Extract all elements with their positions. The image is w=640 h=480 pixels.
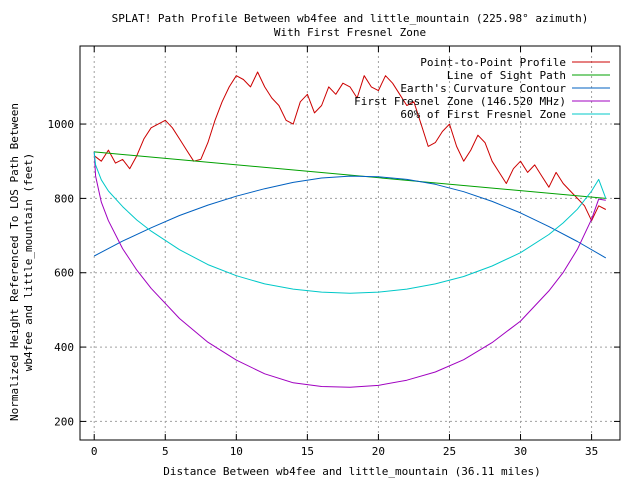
series-line-1 <box>93 71 607 222</box>
y-tick-label: 1000 <box>48 118 75 131</box>
x-tick-label: 25 <box>443 445 456 458</box>
x-tick-label: 5 <box>162 445 169 458</box>
series-line-5 <box>93 151 607 294</box>
grid-lines <box>80 46 620 440</box>
series-lines <box>93 71 607 388</box>
chart-title: SPLAT! Path Profile Between wb4fee and l… <box>112 12 589 25</box>
y-tick-label: 600 <box>54 267 74 280</box>
chart-subtitle: With First Fresnel Zone <box>274 26 426 39</box>
legend-label-4: First Fresnel Zone (146.520 MHz) <box>354 95 566 108</box>
x-tick-label: 30 <box>514 445 527 458</box>
series-line-2 <box>94 151 606 199</box>
legend-label-1: Point-to-Point Profile <box>420 56 566 69</box>
legend-label-2: Line of Sight Path <box>447 69 566 82</box>
x-axis-label: Distance Between wb4fee and little_mount… <box>163 465 541 478</box>
series-line-3 <box>93 175 607 259</box>
x-tick-label: 35 <box>585 445 598 458</box>
legend-label-5: 60% of First Fresnel Zone <box>400 108 566 121</box>
y-axis-label-line-1: Normalized Height Referenced To LOS Path… <box>8 103 21 421</box>
legend-label-3: Earth's Curvature Contour <box>400 82 566 95</box>
x-tick-label: 0 <box>91 445 98 458</box>
plot-frame <box>79 45 621 441</box>
series-line-4 <box>93 151 606 388</box>
x-tick-label: 20 <box>372 445 385 458</box>
y-tick-label: 400 <box>54 341 74 354</box>
y-axis-label-line-2: wb4fee and little_mountain (feet) <box>22 153 35 372</box>
x-tick-label: 15 <box>301 445 314 458</box>
y-tick-label: 200 <box>54 415 74 428</box>
x-tick-label: 10 <box>230 445 243 458</box>
y-tick-label: 800 <box>54 192 74 205</box>
axis-ticks: 0 5 10 15 20 25 30 35 200 400 600 800 1000 <box>48 46 620 458</box>
